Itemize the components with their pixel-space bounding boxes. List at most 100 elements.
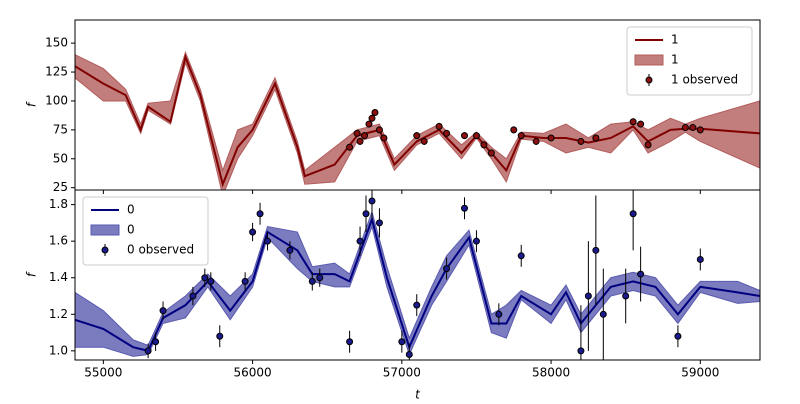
plot-area	[75, 190, 760, 360]
observed-point	[622, 292, 630, 300]
legend-label: 1	[671, 33, 679, 47]
observed-point	[599, 310, 607, 318]
observed-point	[461, 204, 469, 212]
observed-point	[361, 132, 369, 140]
observed-point	[353, 129, 361, 137]
observed-point	[644, 141, 652, 149]
observed-point	[356, 237, 364, 245]
observed-point	[577, 347, 585, 355]
observed-point	[592, 134, 600, 142]
observed-point	[316, 274, 324, 282]
observed-point	[487, 149, 495, 157]
confidence-band	[75, 50, 760, 190]
observed-point	[435, 122, 443, 130]
legend-box	[82, 196, 209, 266]
observed-point	[472, 132, 480, 140]
observed-point	[368, 197, 376, 205]
legend-patch	[634, 54, 664, 66]
x-tick-label: 58000	[532, 366, 570, 380]
legend-marker	[101, 246, 109, 254]
observed-point	[420, 137, 428, 145]
y-axis-label: f	[25, 271, 39, 277]
observed-point	[405, 351, 413, 359]
observed-point	[584, 292, 592, 300]
observed-point	[681, 124, 689, 132]
x-tick-label: 56000	[233, 366, 271, 380]
observed-point	[159, 307, 167, 315]
y-tick-label: 1.8	[49, 197, 68, 211]
observed-point	[286, 246, 294, 254]
observed-point	[443, 129, 451, 137]
observed-point	[547, 134, 555, 142]
observed-point	[346, 338, 354, 346]
observed-point	[472, 237, 480, 245]
observed-point	[308, 277, 316, 285]
observed-point	[495, 310, 503, 318]
observed-point	[517, 252, 525, 260]
observed-point	[365, 120, 373, 128]
y-axis-label: f	[25, 101, 39, 107]
y-tick-label: 50	[53, 151, 68, 165]
x-tick-label: 57000	[383, 366, 421, 380]
y-tick-label: 125	[45, 65, 68, 79]
observed-point	[577, 137, 585, 145]
y-tick-label: 150	[45, 36, 68, 50]
observed-point	[356, 137, 364, 145]
observed-point	[592, 246, 600, 254]
legend-label: 1	[671, 53, 679, 67]
model-line	[75, 215, 760, 353]
observed-point	[362, 210, 370, 218]
observed-point	[398, 338, 406, 346]
legend-label: 0	[127, 223, 135, 237]
observed-point	[201, 274, 209, 282]
x-tick-label: 59000	[681, 366, 719, 380]
observed-point	[264, 237, 272, 245]
y-tick-label: 1.2	[49, 307, 68, 321]
observed-point	[637, 120, 645, 128]
observed-point	[249, 228, 257, 236]
legend-marker	[645, 76, 653, 84]
observed-point	[517, 132, 525, 140]
y-tick-label: 1.6	[49, 234, 68, 248]
observed-point	[207, 277, 215, 285]
model-line	[75, 53, 760, 188]
observed-point	[637, 270, 645, 278]
observed-point	[144, 347, 152, 355]
observed-point	[629, 118, 637, 126]
plot-area	[75, 50, 760, 190]
observed-point	[443, 265, 451, 273]
observed-point	[256, 210, 264, 218]
legend-patch	[90, 224, 120, 236]
legend-label: 0	[127, 203, 135, 217]
observed-point	[689, 124, 697, 132]
observed-point	[375, 219, 383, 227]
observed-point	[346, 143, 354, 151]
observed-point	[461, 132, 469, 140]
y-tick-label: 75	[53, 122, 68, 136]
observed-point	[480, 141, 488, 149]
legend-box	[626, 26, 753, 96]
observed-point	[189, 292, 197, 300]
observed-point	[696, 126, 704, 134]
x-tick-label: 55000	[84, 366, 122, 380]
observed-point	[413, 132, 421, 140]
legend-label: 0 observed	[127, 243, 194, 257]
observed-point	[532, 137, 540, 145]
observed-point	[375, 126, 383, 134]
observed-point	[216, 332, 224, 340]
observed-point	[380, 134, 388, 142]
observed-point	[413, 301, 421, 309]
observed-point	[629, 210, 637, 218]
y-tick-label: 1.4	[49, 270, 68, 284]
legend-label: 1 observed	[671, 73, 738, 87]
y-tick-label: 1.0	[49, 343, 68, 357]
observed-point	[371, 109, 379, 117]
observed-point	[152, 338, 160, 346]
y-tick-label: 25	[53, 180, 68, 194]
observed-point	[674, 332, 682, 340]
y-tick-label: 100	[45, 93, 68, 107]
x-axis-label: t	[415, 388, 421, 401]
observed-point	[241, 277, 249, 285]
observed-point	[510, 126, 518, 134]
